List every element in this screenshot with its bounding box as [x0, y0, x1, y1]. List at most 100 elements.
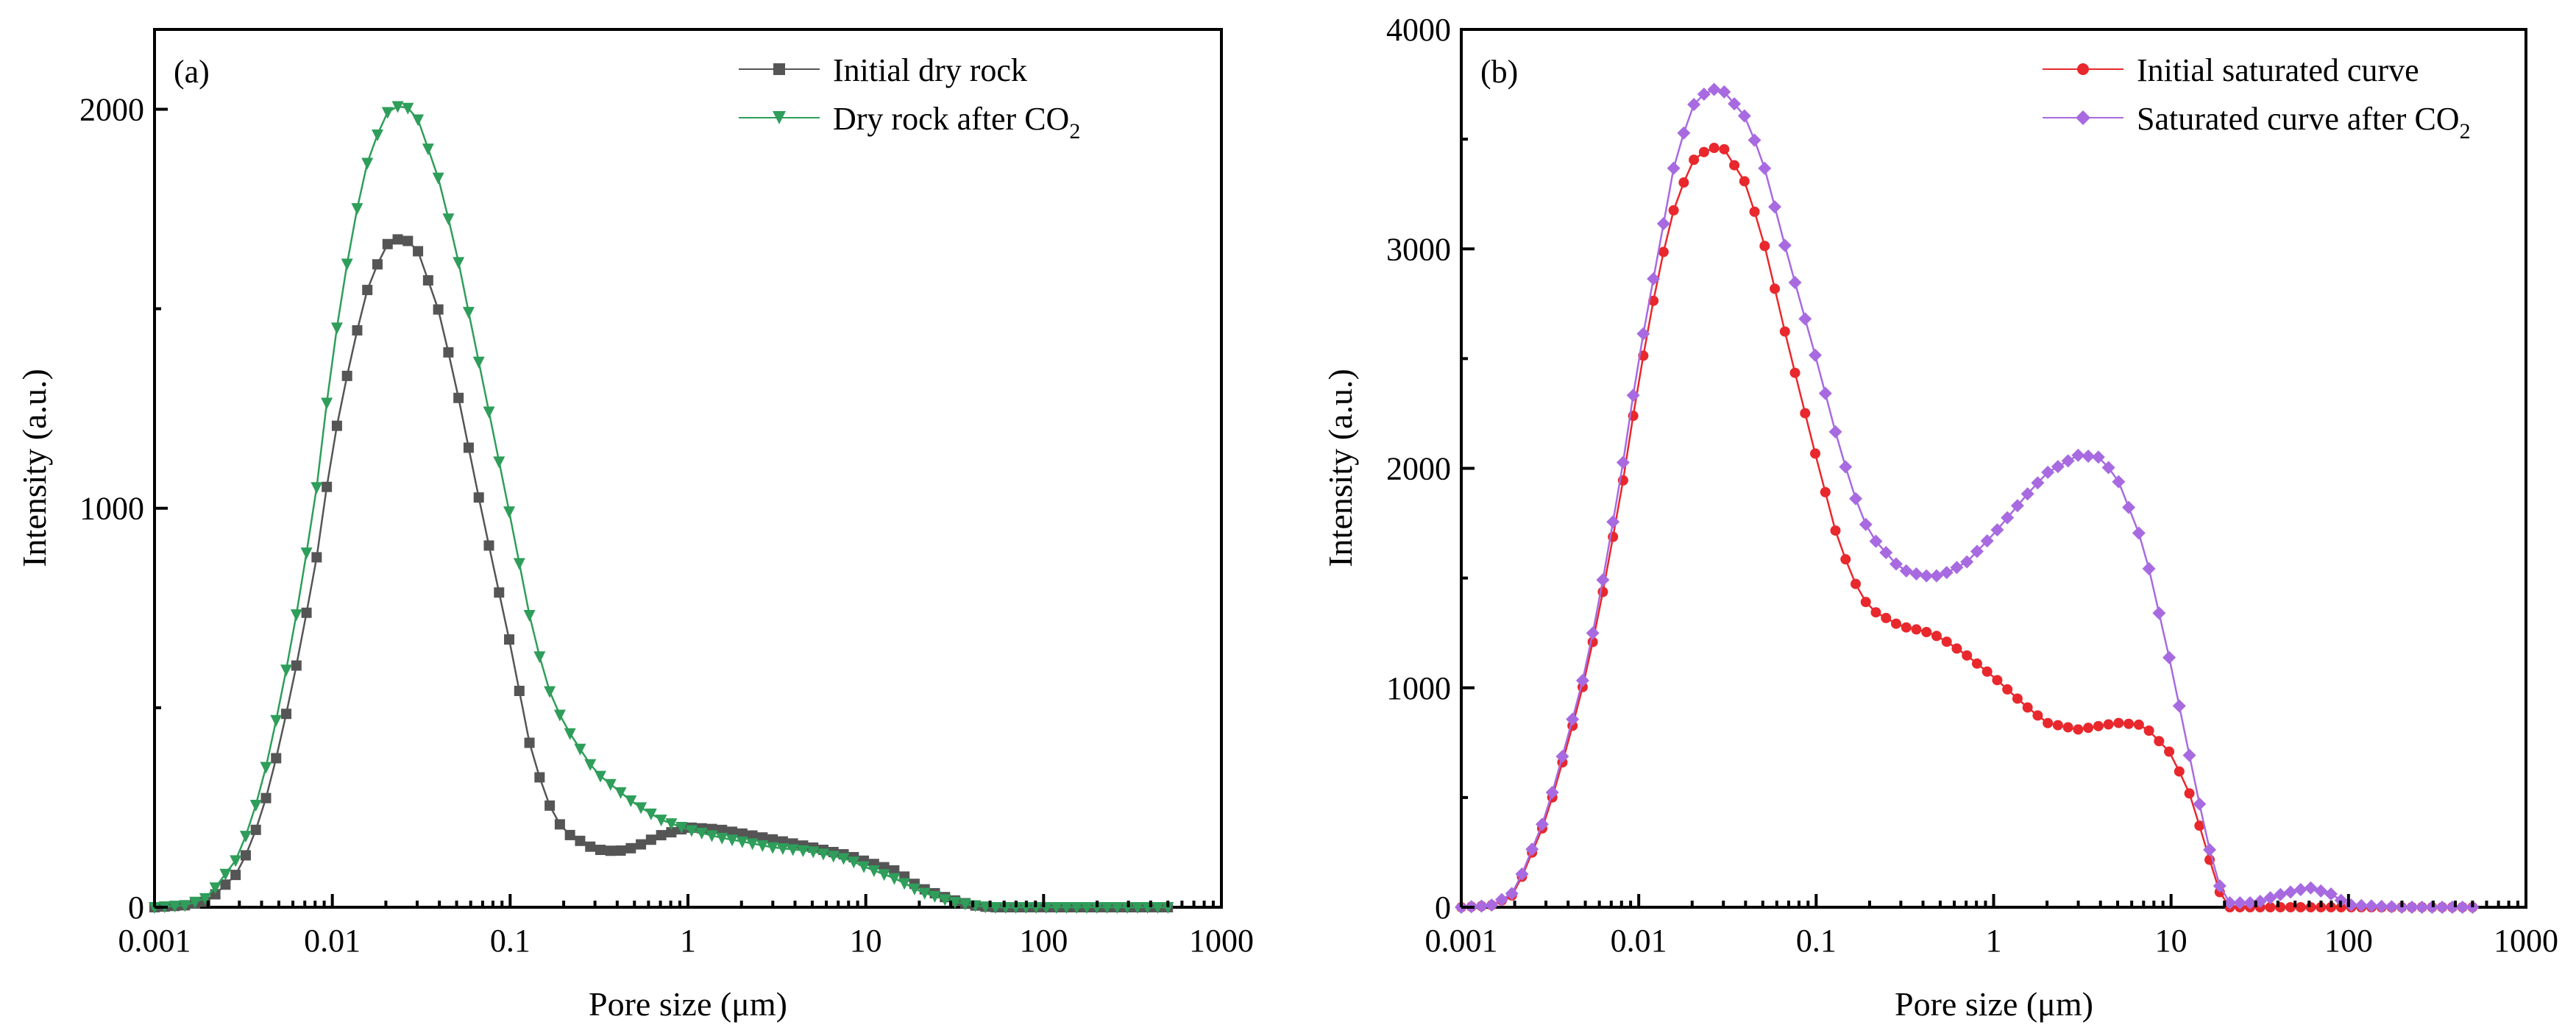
panel-a-point-dry-rock-after-co2: [1030, 902, 1043, 914]
panel-b-point-saturated-curve-after-co2: [1859, 517, 1873, 531]
panel-a-point-initial-dry-rock: [473, 492, 484, 503]
panel-b-point-saturated-curve-after-co2: [2122, 500, 2136, 514]
panel-b-point-initial-saturated-curve: [2143, 725, 2154, 737]
panel-b-x-tick-label: 0.01: [1611, 923, 1667, 959]
panel-a-point-dry-rock-after-co2: [290, 609, 302, 622]
panel-a-point-dry-rock-after-co2: [361, 157, 374, 170]
panel-b-x-tick-label: 100: [2324, 923, 2373, 959]
panel-b-point-saturated-curve-after-co2: [1555, 750, 1569, 764]
panel-b-point-saturated-curve-after-co2: [1899, 564, 1913, 578]
panel-a-x-tick-label: 10: [850, 923, 882, 959]
panel-b-point-saturated-curve-after-co2: [2364, 899, 2378, 913]
panel-a-point-initial-dry-rock: [341, 370, 352, 381]
panel-a-x-tick-label: 0.01: [304, 923, 361, 959]
panel-b-legend: Initial saturated curve Saturated curve …: [2043, 52, 2471, 143]
panel-a-point-dry-rock-after-co2: [848, 856, 860, 869]
panel-b-point-initial-saturated-curve: [2002, 684, 2013, 695]
panel-b-point-saturated-curve-after-co2: [2001, 511, 2015, 525]
panel-a-line-initial-dry-rock: [154, 238, 1168, 909]
panel-b-point-saturated-curve-after-co2: [1828, 425, 1842, 439]
panel-b-point-saturated-curve-after-co2: [1889, 557, 1903, 571]
panel-b-point-saturated-curve-after-co2: [1748, 133, 1761, 147]
panel-b-point-saturated-curve-after-co2: [1505, 887, 1519, 901]
panel-b-point-initial-saturated-curve: [1810, 448, 1821, 459]
panel-a-point-dry-rock-after-co2: [311, 482, 323, 494]
panel-a-point-initial-dry-rock: [331, 420, 342, 431]
panel-b-point-saturated-curve-after-co2: [2263, 891, 2277, 905]
panel-b-point-initial-saturated-curve: [2305, 902, 2316, 912]
panel-a-point-initial-dry-rock: [291, 660, 302, 671]
panel-b-point-saturated-curve-after-co2: [1667, 161, 1681, 175]
panel-a-point-dry-rock-after-co2: [1081, 902, 1093, 914]
panel-a-point-initial-dry-rock: [362, 285, 373, 296]
panel-a-point-dry-rock-after-co2: [544, 686, 556, 698]
panel-b-point-initial-saturated-curve: [1820, 486, 1831, 497]
panel-a-point-dry-rock-after-co2: [239, 831, 252, 843]
panel-a-point-dry-rock-after-co2: [726, 834, 739, 847]
panel-a-point-initial-dry-rock: [230, 870, 241, 881]
panel-b-point-saturated-curve-after-co2: [2061, 454, 2075, 468]
panel-b-point-saturated-curve-after-co2: [1677, 126, 1691, 140]
panel-a-point-dry-rock-after-co2: [249, 800, 262, 812]
panel-b-point-saturated-curve-after-co2: [2314, 884, 2328, 898]
panel-a-point-initial-dry-rock: [271, 753, 282, 764]
panel-a-point-dry-rock-after-co2: [168, 901, 181, 913]
panel-b-point-saturated-curve-after-co2: [2324, 887, 2338, 901]
panel-a-point-dry-rock-after-co2: [898, 878, 911, 890]
panel-b-point-saturated-curve-after-co2: [2152, 606, 2166, 620]
panel-b-point-saturated-curve-after-co2: [2274, 887, 2288, 901]
panel-a-point-dry-rock-after-co2: [665, 818, 678, 831]
panel-a-point-dry-rock-after-co2: [929, 891, 941, 904]
panel-a-point-initial-dry-rock: [889, 865, 900, 876]
panel-b-point-saturated-curve-after-co2: [2031, 476, 2045, 490]
panel-a-point-dry-rock-after-co2: [979, 901, 992, 914]
panel-a-point-dry-rock-after-co2: [402, 102, 414, 115]
panel-a-point-dry-rock-after-co2: [472, 356, 485, 369]
panel-a-point-dry-rock-after-co2: [736, 836, 748, 848]
panel-b-point-saturated-curve-after-co2: [1636, 327, 1650, 341]
panel-b-x-tick-label: 0.1: [1796, 923, 1837, 959]
panel-a-point-dry-rock-after-co2: [867, 865, 880, 878]
panel-b-point-initial-saturated-curve: [1668, 205, 1679, 216]
panel-a-point-initial-dry-rock: [524, 737, 535, 748]
panel-b-point-saturated-curve-after-co2: [1687, 97, 1701, 111]
panel-a-point-dry-rock-after-co2: [493, 456, 505, 469]
panel-b-point-saturated-curve-after-co2: [2233, 896, 2247, 910]
panel-a: 0.001 0.01 0.1 1 10 100 1000 0 1000 2000 (a) Pore…: [15, 28, 1254, 1023]
panel-a-point-initial-dry-rock: [615, 845, 626, 856]
panel-a-point-initial-dry-rock: [453, 392, 464, 403]
panel-a-point-dry-rock-after-co2: [553, 709, 566, 722]
panel-a-x-tick-label: 1: [680, 923, 696, 959]
panel-b-point-saturated-curve-after-co2: [1737, 109, 1751, 123]
panel-b-point-initial-saturated-curve: [2043, 717, 2054, 728]
panel-b-point-saturated-curve-after-co2: [1697, 87, 1711, 101]
panel-b-point-saturated-curve-after-co2: [2415, 901, 2429, 914]
panel-a-point-dry-rock-after-co2: [817, 848, 829, 861]
panel-a-point-dry-rock-after-co2: [756, 840, 769, 852]
panel-b-x-tick-label: 1000: [2494, 923, 2558, 959]
panel-a-point-initial-dry-rock: [514, 685, 525, 696]
panel-a-point-initial-dry-rock: [605, 845, 616, 856]
panel-b-point-initial-saturated-curve: [2012, 693, 2023, 704]
panel-b-point-saturated-curve-after-co2: [1990, 523, 2004, 537]
panel-a-point-initial-dry-rock: [767, 834, 778, 845]
panel-b-point-saturated-curve-after-co2: [2203, 842, 2217, 856]
panel-a-point-initial-dry-rock: [240, 850, 251, 861]
panel-b-point-initial-saturated-curve: [2083, 723, 2094, 734]
panel-b-point-initial-saturated-curve: [1901, 622, 1912, 633]
panel-a-x-tick-label: 0.1: [490, 923, 531, 959]
panel-a-x-tick-label: 100: [1019, 923, 1068, 959]
panel-b-point-initial-saturated-curve: [2184, 788, 2195, 799]
panel-a-point-initial-dry-rock: [463, 442, 474, 453]
legend-marker-initial-dry-rock: [773, 63, 785, 75]
panel-a-point-initial-dry-rock: [504, 634, 515, 645]
panel-a-point-initial-dry-rock: [494, 587, 505, 598]
panel-a-point-initial-dry-rock: [625, 842, 636, 854]
panel-b-point-saturated-curve-after-co2: [2010, 499, 2024, 513]
panel-b-point-initial-saturated-curve: [1678, 177, 1689, 188]
panel-a-point-dry-rock-after-co2: [604, 778, 617, 791]
panel-b-point-initial-saturated-curve: [2022, 702, 2033, 713]
panel-a-point-dry-rock-after-co2: [564, 728, 576, 740]
panel-b-point-initial-saturated-curve: [1789, 367, 1800, 378]
panel-b-point-saturated-curve-after-co2: [2385, 900, 2399, 914]
